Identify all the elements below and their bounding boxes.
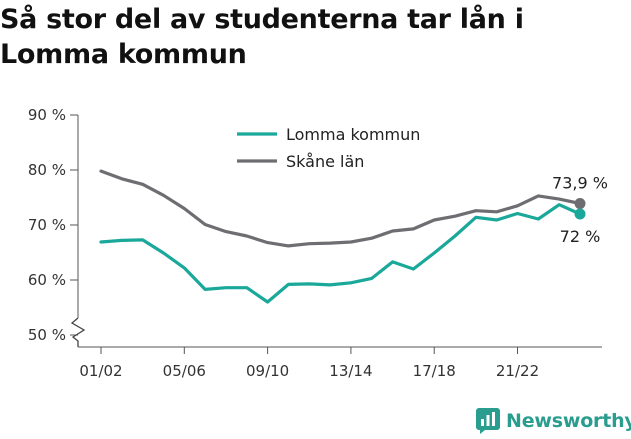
axis-break-mark (70, 317, 86, 347)
x-tick-label: 09/10 (246, 362, 289, 380)
y-tick-label: 70 % (28, 216, 66, 234)
series-line-lomma-kommun (99, 203, 582, 304)
series-end-label: 73,9 % (552, 174, 608, 193)
legend-label: Lomma kommun (286, 125, 420, 144)
series-end-point (574, 198, 586, 210)
series-layer: 73,9 % 72 % (99, 169, 608, 304)
x-axis: 01/02 05/06 09/10 13/14 17/18 21/22 (78, 346, 602, 380)
x-tick-label: 21/22 (496, 362, 539, 380)
y-tick-label: 50 % (28, 326, 66, 344)
y-axis: 50 % 60 % 70 % 80 % 90 % (28, 106, 86, 347)
series-end-point (574, 208, 586, 220)
x-tick-label: 05/06 (163, 362, 206, 380)
newsworthy-brand: Newsworthy (476, 406, 631, 436)
x-tick-label: 13/14 (329, 362, 372, 380)
series-end-label: 72 % (560, 227, 601, 246)
series-line-skane-lan (99, 169, 582, 248)
x-tick-label: 01/02 (79, 362, 122, 380)
legend-label: Skåne län (286, 152, 364, 171)
y-tick-label: 90 % (28, 106, 66, 124)
bar-chart-logo-icon (476, 408, 500, 434)
brand-name: Newsworthy (506, 410, 631, 432)
y-tick-label: 60 % (28, 271, 66, 289)
legend: Lomma kommun Skåne län (230, 121, 450, 172)
y-tick-label: 80 % (28, 161, 66, 179)
x-tick-label: 17/18 (413, 362, 456, 380)
chart-title: Så stor del av studenterna tar lån i Lom… (0, 4, 524, 70)
